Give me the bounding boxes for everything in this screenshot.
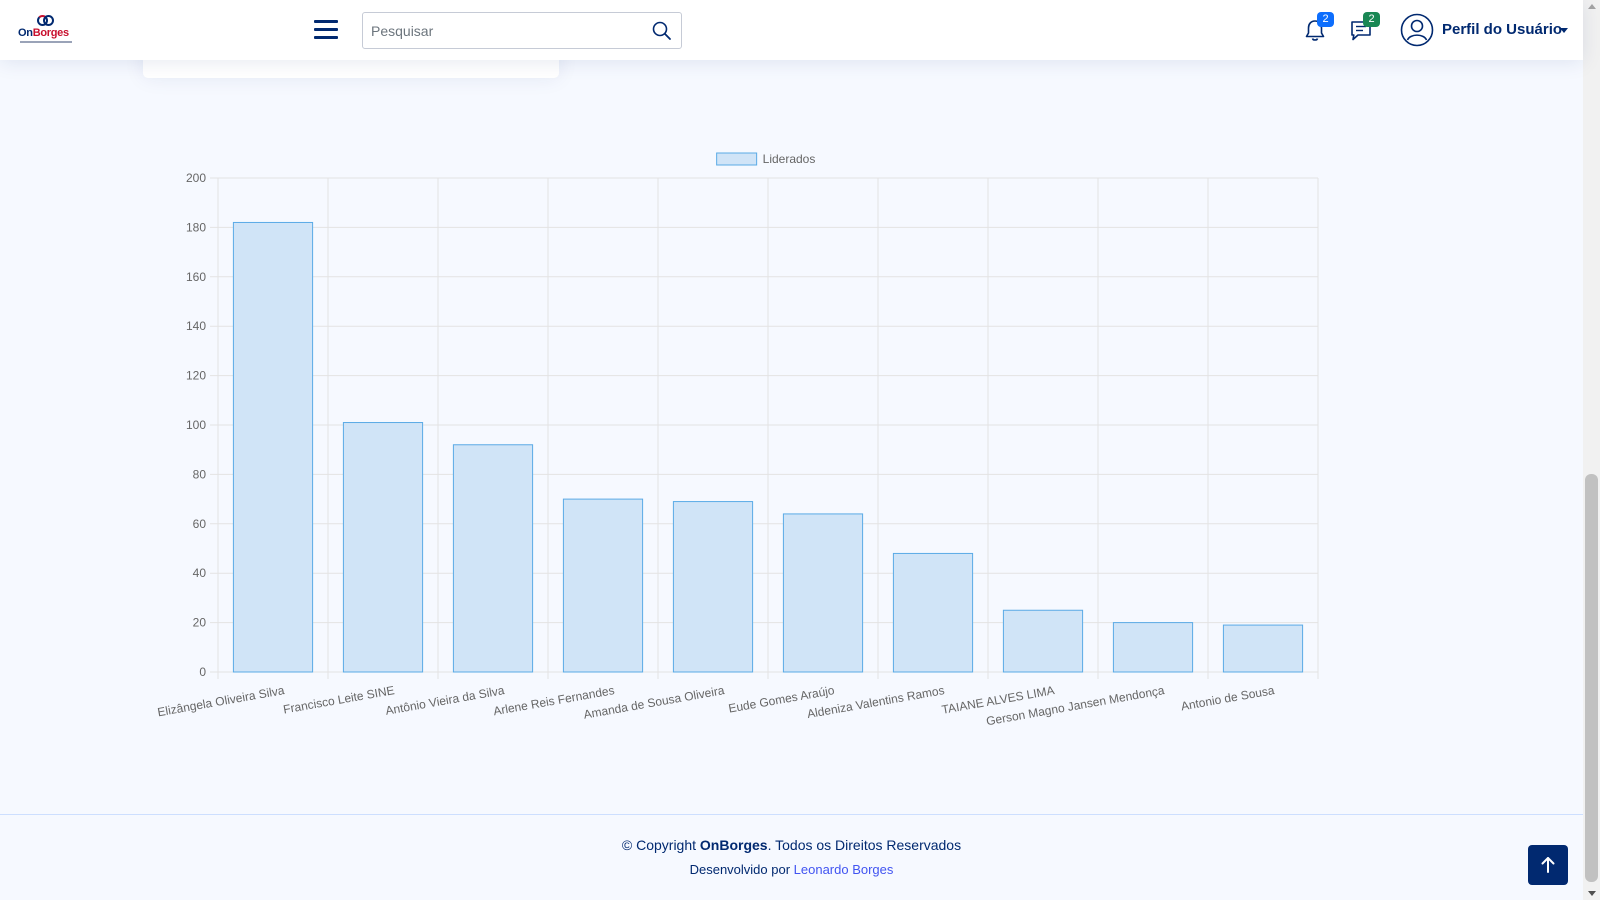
y-tick-label: 40	[193, 566, 207, 580]
logo-text-borges: Borges	[32, 27, 69, 39]
y-tick-label: 60	[193, 517, 207, 531]
x-tick-label: Francisco Leite SINE	[282, 683, 395, 716]
bar	[1222, 624, 1304, 673]
logo-text-on: On	[18, 27, 33, 39]
y-tick-label: 180	[186, 220, 206, 234]
back-to-top-button[interactable]	[1528, 845, 1568, 885]
y-tick-label: 100	[186, 418, 206, 432]
onborges-logo[interactable]: OnBorges	[18, 14, 76, 46]
x-tick-label: Antônio Vieira da Silva	[384, 683, 505, 718]
scroll-up-arrow-icon[interactable]	[1588, 4, 1596, 9]
user-avatar-icon	[1400, 13, 1434, 47]
notifications-bell-icon[interactable]: 2	[1303, 12, 1334, 46]
y-tick-label: 160	[186, 270, 206, 284]
logo-rings-icon	[37, 14, 55, 28]
bar	[452, 444, 534, 673]
legend-swatch	[716, 152, 758, 166]
y-tick-label: 0	[199, 665, 206, 679]
y-tick-label: 200	[186, 171, 206, 185]
developer-link[interactable]: Leonardo Borges	[793, 862, 894, 877]
page-scrollbar[interactable]	[1583, 0, 1600, 900]
bar	[1002, 609, 1084, 673]
y-tick-label: 140	[186, 319, 206, 333]
chevron-down-icon	[1560, 28, 1568, 33]
x-tick-label: Elizângela Oliveira Silva	[156, 683, 286, 719]
bar	[562, 498, 644, 673]
scroll-thumb[interactable]	[1585, 474, 1598, 882]
y-tick-label: 20	[193, 616, 207, 630]
sidebar-toggle-hamburger-icon[interactable]	[314, 18, 338, 40]
footer: © Copyright OnBorges. Todos os Direitos …	[0, 814, 1583, 900]
profile-label: Perfil do Usuário	[1442, 21, 1563, 38]
notifications-count-badge: 2	[1317, 12, 1334, 27]
messages-chat-icon[interactable]: 2	[1349, 12, 1380, 46]
search-bar	[362, 12, 682, 49]
search-icon[interactable]	[651, 20, 673, 42]
bar	[232, 221, 314, 673]
arrow-up-icon	[1541, 857, 1555, 873]
bar	[672, 501, 754, 673]
logo-tagline	[20, 41, 72, 43]
y-tick-label: 80	[193, 467, 207, 481]
y-tick-label: 120	[186, 369, 206, 383]
x-tick-label: Antonio de Sousa	[1180, 683, 1276, 713]
messages-count-badge: 2	[1363, 12, 1380, 27]
legend-label: Liderados	[763, 152, 816, 166]
copyright-text: © Copyright OnBorges. Todos os Direitos …	[621, 837, 962, 853]
bar	[782, 513, 864, 673]
bar-chart-svg: 0 20 40 60 80 100 120 140 160 180 200 Elizângela Ol…	[156, 152, 1319, 728]
bar	[1112, 622, 1194, 673]
bar-chart: 0 20 40 60 80 100 120 140 160 180 200 Elizângela Ol…	[140, 140, 1360, 760]
header: OnBorges 2 2 Perfil do Usuário	[0, 0, 1583, 60]
footer-brand: OnBorges	[699, 837, 768, 853]
scroll-down-arrow-icon[interactable]	[1588, 891, 1596, 896]
credits-text: Desenvolvido por Leonardo Borges	[689, 862, 894, 877]
bar	[892, 552, 974, 673]
search-input[interactable]	[363, 13, 643, 48]
bar	[342, 422, 424, 673]
